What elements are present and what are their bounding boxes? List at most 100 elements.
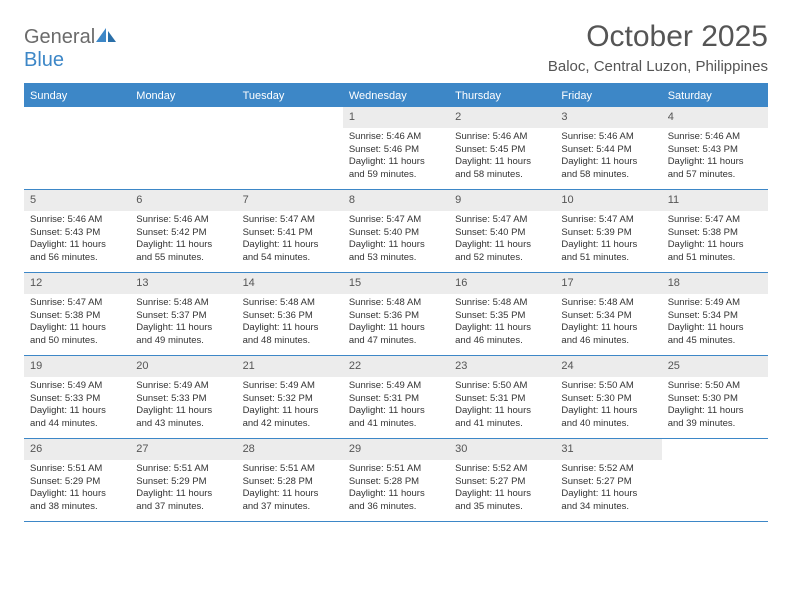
logo-text-general: General (24, 26, 95, 48)
day-body: Sunrise: 5:47 AMSunset: 5:41 PMDaylight:… (237, 211, 343, 271)
day-cell: 31Sunrise: 5:52 AMSunset: 5:27 PMDayligh… (555, 439, 661, 521)
day-body: Sunrise: 5:51 AMSunset: 5:29 PMDaylight:… (130, 460, 236, 520)
sunrise-text: Sunrise: 5:48 AM (349, 297, 443, 310)
daylight-text: Daylight: 11 hours and 59 minutes. (349, 156, 443, 182)
day-cell (24, 107, 130, 189)
day-number: 20 (130, 356, 236, 377)
sunrise-text: Sunrise: 5:52 AM (561, 463, 655, 476)
sunset-text: Sunset: 5:32 PM (243, 393, 337, 406)
day-cell: 23Sunrise: 5:50 AMSunset: 5:31 PMDayligh… (449, 356, 555, 438)
day-cell: 12Sunrise: 5:47 AMSunset: 5:38 PMDayligh… (24, 273, 130, 355)
day-body: Sunrise: 5:50 AMSunset: 5:30 PMDaylight:… (662, 377, 768, 437)
day-number: 28 (237, 439, 343, 460)
daylight-text: Daylight: 11 hours and 40 minutes. (561, 405, 655, 431)
day-cell: 30Sunrise: 5:52 AMSunset: 5:27 PMDayligh… (449, 439, 555, 521)
daylight-text: Daylight: 11 hours and 35 minutes. (455, 488, 549, 514)
day-cell: 17Sunrise: 5:48 AMSunset: 5:34 PMDayligh… (555, 273, 661, 355)
day-number: 7 (237, 190, 343, 211)
weekday-header: Friday (555, 85, 661, 107)
day-cell: 2Sunrise: 5:46 AMSunset: 5:45 PMDaylight… (449, 107, 555, 189)
sunset-text: Sunset: 5:31 PM (349, 393, 443, 406)
day-body: Sunrise: 5:50 AMSunset: 5:31 PMDaylight:… (449, 377, 555, 437)
sunrise-text: Sunrise: 5:49 AM (243, 380, 337, 393)
weekday-header-row: Sunday Monday Tuesday Wednesday Thursday… (24, 85, 768, 107)
sunset-text: Sunset: 5:38 PM (668, 227, 762, 240)
day-cell: 26Sunrise: 5:51 AMSunset: 5:29 PMDayligh… (24, 439, 130, 521)
day-body: Sunrise: 5:49 AMSunset: 5:34 PMDaylight:… (662, 294, 768, 354)
day-body: Sunrise: 5:46 AMSunset: 5:43 PMDaylight:… (662, 128, 768, 188)
day-cell: 24Sunrise: 5:50 AMSunset: 5:30 PMDayligh… (555, 356, 661, 438)
sunset-text: Sunset: 5:45 PM (455, 144, 549, 157)
daylight-text: Daylight: 11 hours and 43 minutes. (136, 405, 230, 431)
day-cell: 19Sunrise: 5:49 AMSunset: 5:33 PMDayligh… (24, 356, 130, 438)
daylight-text: Daylight: 11 hours and 51 minutes. (561, 239, 655, 265)
sunrise-text: Sunrise: 5:46 AM (30, 214, 124, 227)
sunset-text: Sunset: 5:42 PM (136, 227, 230, 240)
day-body: Sunrise: 5:48 AMSunset: 5:35 PMDaylight:… (449, 294, 555, 354)
sunset-text: Sunset: 5:27 PM (455, 476, 549, 489)
sunset-text: Sunset: 5:33 PM (30, 393, 124, 406)
sunrise-text: Sunrise: 5:49 AM (30, 380, 124, 393)
logo-sail-icon (95, 27, 117, 48)
page-title: October 2025 (548, 20, 768, 54)
day-cell: 29Sunrise: 5:51 AMSunset: 5:28 PMDayligh… (343, 439, 449, 521)
sunset-text: Sunset: 5:31 PM (455, 393, 549, 406)
sunset-text: Sunset: 5:33 PM (136, 393, 230, 406)
day-cell: 15Sunrise: 5:48 AMSunset: 5:36 PMDayligh… (343, 273, 449, 355)
sunset-text: Sunset: 5:39 PM (561, 227, 655, 240)
day-body: Sunrise: 5:49 AMSunset: 5:33 PMDaylight:… (24, 377, 130, 437)
logo-text-blue: Blue (24, 49, 64, 71)
daylight-text: Daylight: 11 hours and 46 minutes. (561, 322, 655, 348)
sunrise-text: Sunrise: 5:48 AM (136, 297, 230, 310)
day-body: Sunrise: 5:47 AMSunset: 5:40 PMDaylight:… (449, 211, 555, 271)
day-cell: 3Sunrise: 5:46 AMSunset: 5:44 PMDaylight… (555, 107, 661, 189)
week-row: 1Sunrise: 5:46 AMSunset: 5:46 PMDaylight… (24, 107, 768, 190)
day-cell: 25Sunrise: 5:50 AMSunset: 5:30 PMDayligh… (662, 356, 768, 438)
sunrise-text: Sunrise: 5:47 AM (561, 214, 655, 227)
sunrise-text: Sunrise: 5:47 AM (349, 214, 443, 227)
daylight-text: Daylight: 11 hours and 55 minutes. (136, 239, 230, 265)
day-cell: 21Sunrise: 5:49 AMSunset: 5:32 PMDayligh… (237, 356, 343, 438)
sunrise-text: Sunrise: 5:50 AM (455, 380, 549, 393)
sunrise-text: Sunrise: 5:51 AM (30, 463, 124, 476)
daylight-text: Daylight: 11 hours and 48 minutes. (243, 322, 337, 348)
daylight-text: Daylight: 11 hours and 44 minutes. (30, 405, 124, 431)
daylight-text: Daylight: 11 hours and 58 minutes. (561, 156, 655, 182)
day-body: Sunrise: 5:46 AMSunset: 5:46 PMDaylight:… (343, 128, 449, 188)
daylight-text: Daylight: 11 hours and 47 minutes. (349, 322, 443, 348)
sunset-text: Sunset: 5:28 PM (243, 476, 337, 489)
weekday-header: Sunday (24, 85, 130, 107)
sunrise-text: Sunrise: 5:51 AM (243, 463, 337, 476)
day-body: Sunrise: 5:52 AMSunset: 5:27 PMDaylight:… (555, 460, 661, 520)
sunrise-text: Sunrise: 5:50 AM (561, 380, 655, 393)
day-body: Sunrise: 5:48 AMSunset: 5:36 PMDaylight:… (237, 294, 343, 354)
weeks-container: 1Sunrise: 5:46 AMSunset: 5:46 PMDaylight… (24, 107, 768, 522)
day-cell: 28Sunrise: 5:51 AMSunset: 5:28 PMDayligh… (237, 439, 343, 521)
sunset-text: Sunset: 5:28 PM (349, 476, 443, 489)
daylight-text: Daylight: 11 hours and 36 minutes. (349, 488, 443, 514)
day-number: 25 (662, 356, 768, 377)
day-number: 21 (237, 356, 343, 377)
daylight-text: Daylight: 11 hours and 34 minutes. (561, 488, 655, 514)
day-body: Sunrise: 5:51 AMSunset: 5:29 PMDaylight:… (24, 460, 130, 520)
sunrise-text: Sunrise: 5:52 AM (455, 463, 549, 476)
day-cell: 20Sunrise: 5:49 AMSunset: 5:33 PMDayligh… (130, 356, 236, 438)
day-cell: 18Sunrise: 5:49 AMSunset: 5:34 PMDayligh… (662, 273, 768, 355)
day-number: 31 (555, 439, 661, 460)
day-number: 26 (24, 439, 130, 460)
day-number: 9 (449, 190, 555, 211)
day-cell: 4Sunrise: 5:46 AMSunset: 5:43 PMDaylight… (662, 107, 768, 189)
day-body: Sunrise: 5:49 AMSunset: 5:32 PMDaylight:… (237, 377, 343, 437)
day-number: 6 (130, 190, 236, 211)
sunrise-text: Sunrise: 5:47 AM (668, 214, 762, 227)
day-number: 2 (449, 107, 555, 128)
day-number: 14 (237, 273, 343, 294)
day-number: 11 (662, 190, 768, 211)
daylight-text: Daylight: 11 hours and 37 minutes. (136, 488, 230, 514)
day-cell (237, 107, 343, 189)
day-body: Sunrise: 5:48 AMSunset: 5:34 PMDaylight:… (555, 294, 661, 354)
day-cell: 9Sunrise: 5:47 AMSunset: 5:40 PMDaylight… (449, 190, 555, 272)
sunrise-text: Sunrise: 5:50 AM (668, 380, 762, 393)
day-number: 4 (662, 107, 768, 128)
day-number: 16 (449, 273, 555, 294)
